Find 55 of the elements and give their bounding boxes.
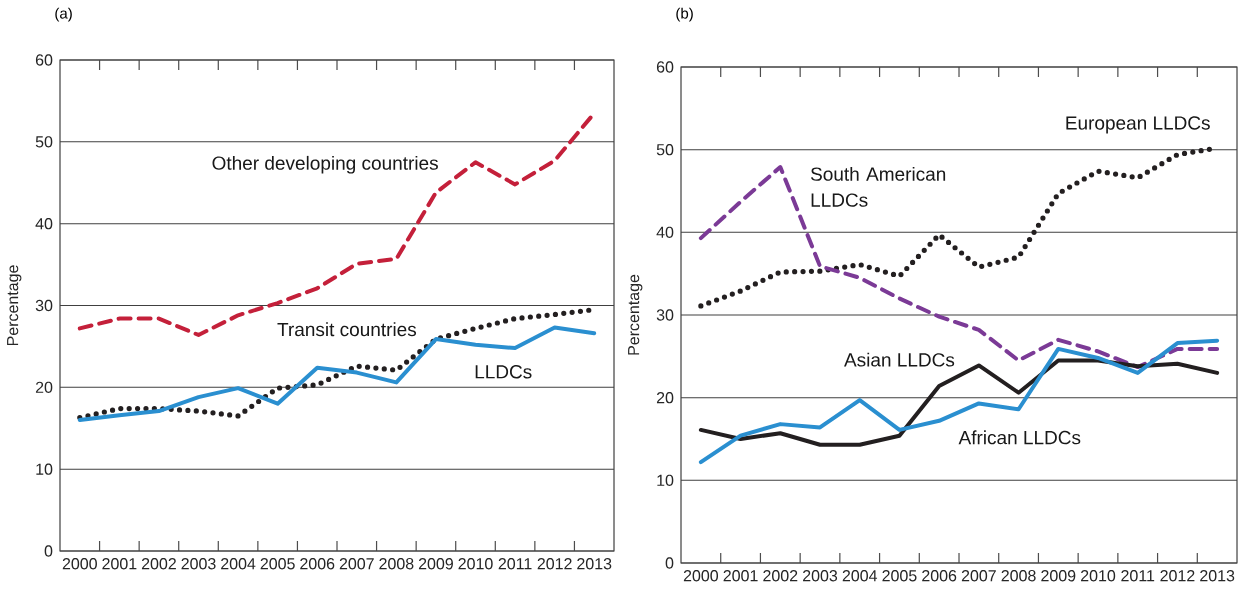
x-tick-label: 2000: [683, 570, 719, 582]
y-tick-label: 20: [35, 381, 53, 393]
series-label: South American LLDCs: [810, 166, 946, 207]
x-tick-label: 2007: [961, 570, 996, 582]
series-label: European LLDCs: [1066, 116, 1210, 134]
x-tick-label: 2010: [1081, 570, 1116, 582]
chart-title: (b): [676, 7, 693, 22]
x-tick-label: 2011: [498, 558, 532, 570]
x-tick-label: 2004: [221, 558, 256, 570]
y-tick-label: 60: [656, 61, 674, 73]
series-label: Transit countries: [277, 322, 417, 337]
y-tick-label: 50: [35, 136, 53, 148]
x-tick-label: 2009: [418, 558, 453, 570]
x-tick-label: 2007: [339, 558, 374, 570]
y-axis-title: Percentage: [628, 274, 643, 355]
y-tick-label: 20: [656, 392, 674, 404]
series-label: African LLDCs: [958, 430, 1081, 445]
series-label: Other developing countries: [212, 155, 438, 174]
y-tick-label: 10: [36, 463, 53, 475]
x-tick-label: 2010: [458, 558, 493, 570]
x-tick-label: 2013: [577, 558, 612, 570]
x-tick-label: 2001: [723, 570, 758, 582]
x-tick-label: 2006: [922, 570, 957, 582]
x-tick-label: 2000: [62, 558, 97, 570]
y-tick-label: 50: [656, 144, 674, 156]
x-tick-label: 2012: [1160, 570, 1195, 582]
x-tick-label: 2004: [842, 570, 878, 582]
x-tick-label: 2009: [1041, 570, 1076, 582]
y-tick-label: 60: [35, 54, 53, 66]
chart-title: (a): [55, 7, 72, 22]
x-tick-label: 2013: [1200, 570, 1235, 582]
y-axis-title: Percentage: [7, 265, 22, 346]
line-series: [698, 165, 1220, 370]
x-tick-label: 2005: [882, 570, 917, 582]
x-tick-label: 2011: [1121, 570, 1155, 582]
y-tick-label: 30: [35, 299, 53, 312]
x-tick-label: 2003: [803, 570, 838, 582]
x-tick-label: 2012: [537, 558, 572, 570]
y-tick-label: 0: [665, 557, 674, 569]
y-tick-label: 0: [44, 545, 53, 557]
y-tick-label: 40: [35, 218, 53, 230]
x-tick-label: 2008: [379, 558, 414, 570]
y-tick-label: 40: [656, 226, 674, 238]
x-tick-label: 2003: [181, 558, 216, 570]
series-label: Asian LLDCs: [844, 352, 955, 367]
y-tick-label: 10: [657, 474, 674, 486]
x-tick-label: 2001: [102, 558, 137, 570]
y-tick-label: 30: [656, 309, 674, 321]
x-tick-label: 2008: [1001, 570, 1036, 582]
x-tick-label: 2002: [141, 558, 176, 570]
x-tick-label: 2002: [763, 570, 798, 582]
line-series: [698, 338, 1220, 465]
x-tick-label: 2006: [300, 558, 335, 570]
series-label: LLDCs: [475, 365, 532, 379]
x-tick-label: 2005: [260, 558, 295, 570]
